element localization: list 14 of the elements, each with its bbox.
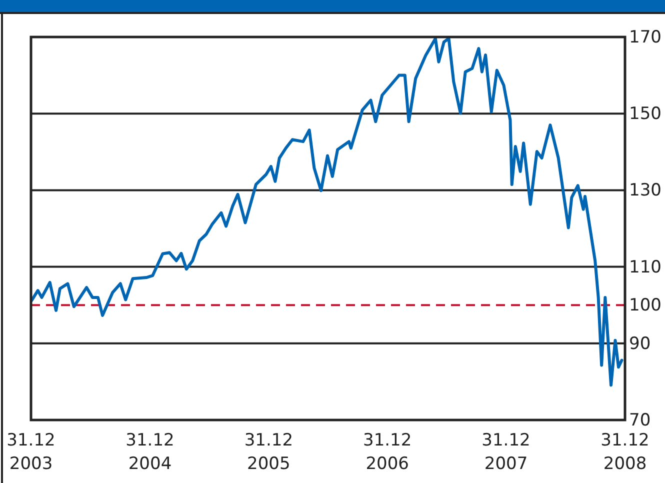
y-tick-label: 100 (629, 296, 662, 316)
x-tick-label: 31.12 2003 (6, 430, 56, 474)
x-tick-label: 31.12 2004 (126, 430, 174, 474)
x-tick-label: 31.12 2006 (363, 430, 412, 474)
x-tick-label: 31.12 2007 (482, 430, 530, 474)
y-tick-label: 90 (629, 334, 651, 354)
y-tick-label: 170 (629, 27, 662, 48)
line-series (30, 37, 624, 387)
y-tick-label: 130 (629, 180, 662, 201)
y-tick-label: 110 (629, 257, 662, 278)
y-tick-label: 150 (629, 104, 662, 124)
y-tick-label: 70 (629, 410, 651, 430)
x-tick-label: 31.12 2005 (244, 430, 293, 474)
x-tick-label: 31.12 2008 (600, 430, 650, 474)
